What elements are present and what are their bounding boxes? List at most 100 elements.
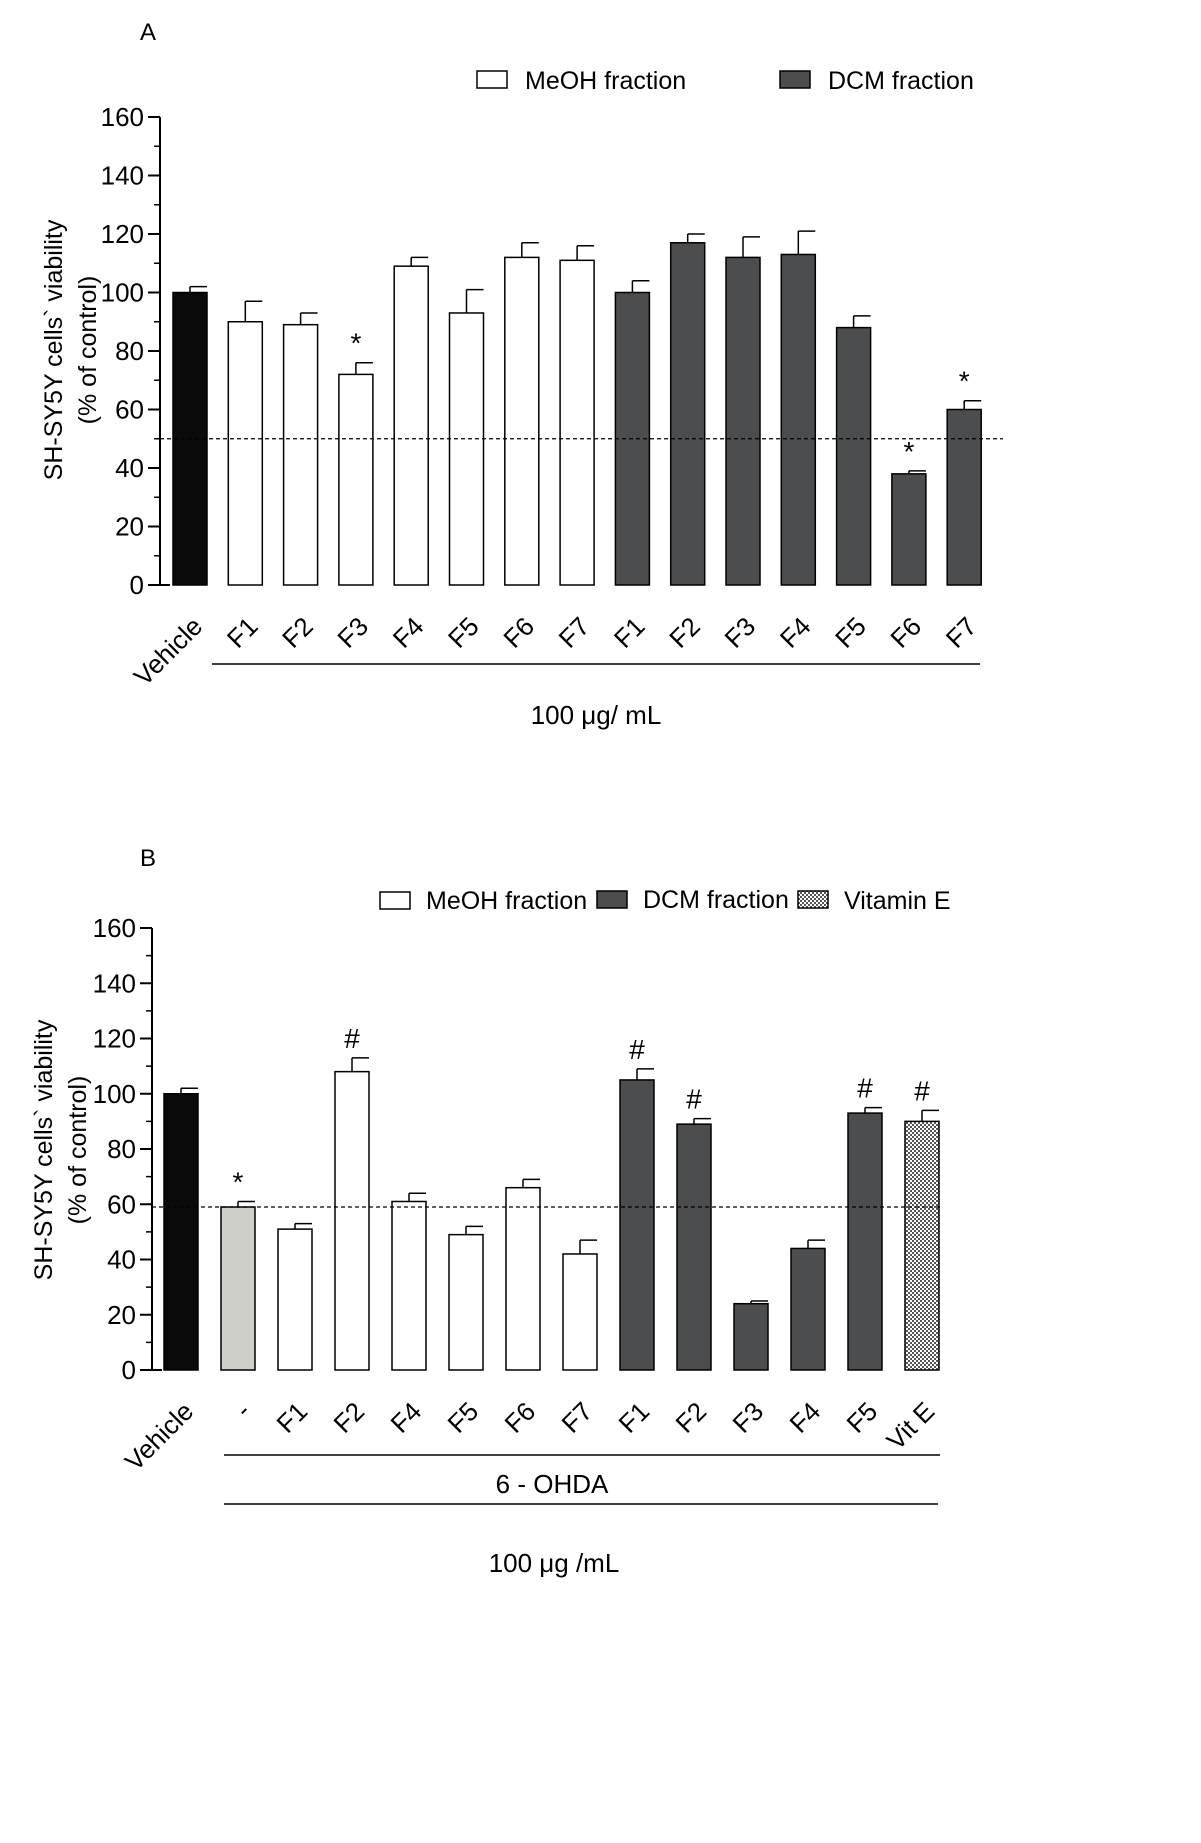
significance-mark: # <box>686 1084 702 1115</box>
y-tick-label: 100 <box>93 1079 136 1109</box>
bar <box>504 256 540 586</box>
bar <box>334 1070 370 1371</box>
group-bracket-label: 100 μg /mL <box>489 1548 620 1578</box>
bar <box>904 1120 940 1371</box>
x-tick-label: Vehicle <box>128 611 208 691</box>
bar <box>220 1206 256 1371</box>
bar <box>619 1079 655 1371</box>
x-tick-label: F4 <box>387 611 430 654</box>
legend-swatch <box>476 70 508 89</box>
legend-label: MeOH fraction <box>525 67 686 95</box>
bar <box>733 1302 769 1371</box>
x-tick-label: Vehicle <box>119 1396 199 1476</box>
bar <box>393 265 429 586</box>
significance-mark: * <box>903 436 914 467</box>
y-tick-label: 60 <box>115 395 144 425</box>
y-tick-label: 80 <box>107 1134 136 1164</box>
x-tick-label: F5 <box>829 611 872 654</box>
legend-label: Vitamin E <box>844 887 951 915</box>
bar <box>725 256 761 586</box>
panel-b-ylabel-line1: SH-SY5Y cells` viability <box>30 1019 58 1280</box>
bar <box>669 242 706 586</box>
x-tick-label: F2 <box>328 1396 371 1439</box>
legend-swatch <box>379 891 411 910</box>
significance-mark: * <box>959 366 970 397</box>
bar <box>891 473 927 586</box>
y-tick-label: 20 <box>115 512 144 542</box>
x-tick-label: F1 <box>271 1396 314 1439</box>
x-tick-label: F7 <box>940 611 983 654</box>
panel-a-legend: MeOH fraction DCM fraction <box>476 67 974 95</box>
bar <box>562 1253 598 1371</box>
bar <box>676 1123 712 1371</box>
bar <box>227 321 264 586</box>
x-tick-label: F2 <box>663 611 706 654</box>
legend-label: MeOH fraction <box>426 887 587 915</box>
significance-mark: # <box>914 1075 930 1106</box>
significance-mark: # <box>629 1034 645 1065</box>
y-tick-label: 140 <box>101 161 144 191</box>
x-tick-label: F3 <box>719 611 762 654</box>
legend-label: DCM fraction <box>828 67 974 95</box>
x-tick-label: F5 <box>841 1396 884 1439</box>
legend-swatch <box>779 70 811 89</box>
y-tick-label: 0 <box>122 1355 136 1385</box>
x-tick-label: F2 <box>670 1396 713 1439</box>
y-tick-label: 160 <box>101 102 144 132</box>
panel-a-ylabel-line1: SH-SY5Y cells` viability <box>40 219 68 480</box>
y-tick-label: 120 <box>101 219 144 249</box>
bar <box>448 1233 484 1371</box>
x-tick-label: F7 <box>556 1396 599 1439</box>
panel-b-chart: B MeOH fraction DCM fraction Vitamin E 0 20… <box>30 845 951 1578</box>
x-tick-label: F1 <box>221 611 264 654</box>
bar <box>505 1186 541 1371</box>
x-tick-label: F6 <box>884 611 927 654</box>
bar <box>790 1247 826 1371</box>
x-tick-label: - <box>229 1396 256 1423</box>
panel-a-ylabel-line2: (% of control) <box>74 276 102 425</box>
x-tick-label: F2 <box>276 611 319 654</box>
x-tick-label: F1 <box>613 1396 656 1439</box>
x-tick-label: F3 <box>331 611 374 654</box>
bar <box>448 312 485 586</box>
bar <box>391 1200 427 1371</box>
legend-label: DCM fraction <box>643 886 789 914</box>
bar <box>559 259 595 586</box>
x-tick-label: F1 <box>608 611 651 654</box>
significance-mark: * <box>350 328 361 359</box>
panel-b-legend: MeOH fraction DCM fraction Vitamin E <box>379 886 951 915</box>
x-tick-label: F5 <box>442 611 485 654</box>
y-tick-label: 120 <box>93 1024 136 1054</box>
x-tick-label: F3 <box>727 1396 770 1439</box>
bar <box>835 326 872 586</box>
significance-mark: * <box>233 1166 244 1197</box>
y-tick-label: 140 <box>93 968 136 998</box>
significance-mark: # <box>344 1023 360 1054</box>
bar <box>338 373 374 586</box>
bar <box>847 1112 883 1371</box>
x-tick-label: F4 <box>784 1396 827 1439</box>
y-tick-label: 160 <box>93 913 136 943</box>
legend-swatch <box>596 890 628 909</box>
x-tick-label: F6 <box>497 611 540 654</box>
legend-swatch <box>797 890 829 909</box>
x-tick-label: F4 <box>774 611 817 654</box>
panel-b-ylabel-line2: (% of control) <box>64 1076 92 1225</box>
x-tick-label: F5 <box>442 1396 485 1439</box>
panel-b-letter: B <box>140 845 156 872</box>
bar <box>163 1093 199 1371</box>
significance-mark: # <box>857 1073 873 1104</box>
group-bracket-label: 6 - OHDA <box>496 1469 609 1499</box>
bar <box>780 253 817 586</box>
y-tick-label: 100 <box>101 278 144 308</box>
x-tick-label: F4 <box>385 1396 428 1439</box>
y-tick-label: 60 <box>107 1189 136 1219</box>
bar <box>946 408 982 586</box>
bar <box>277 1228 313 1371</box>
group-bracket-label: 100 μg/ mL <box>531 700 662 730</box>
panel-a-chart: A MeOH fraction DCM fraction 0 20 40 60 80 100… <box>40 19 1003 730</box>
x-tick-label: F7 <box>553 611 596 654</box>
panel-a-letter: A <box>140 19 156 46</box>
